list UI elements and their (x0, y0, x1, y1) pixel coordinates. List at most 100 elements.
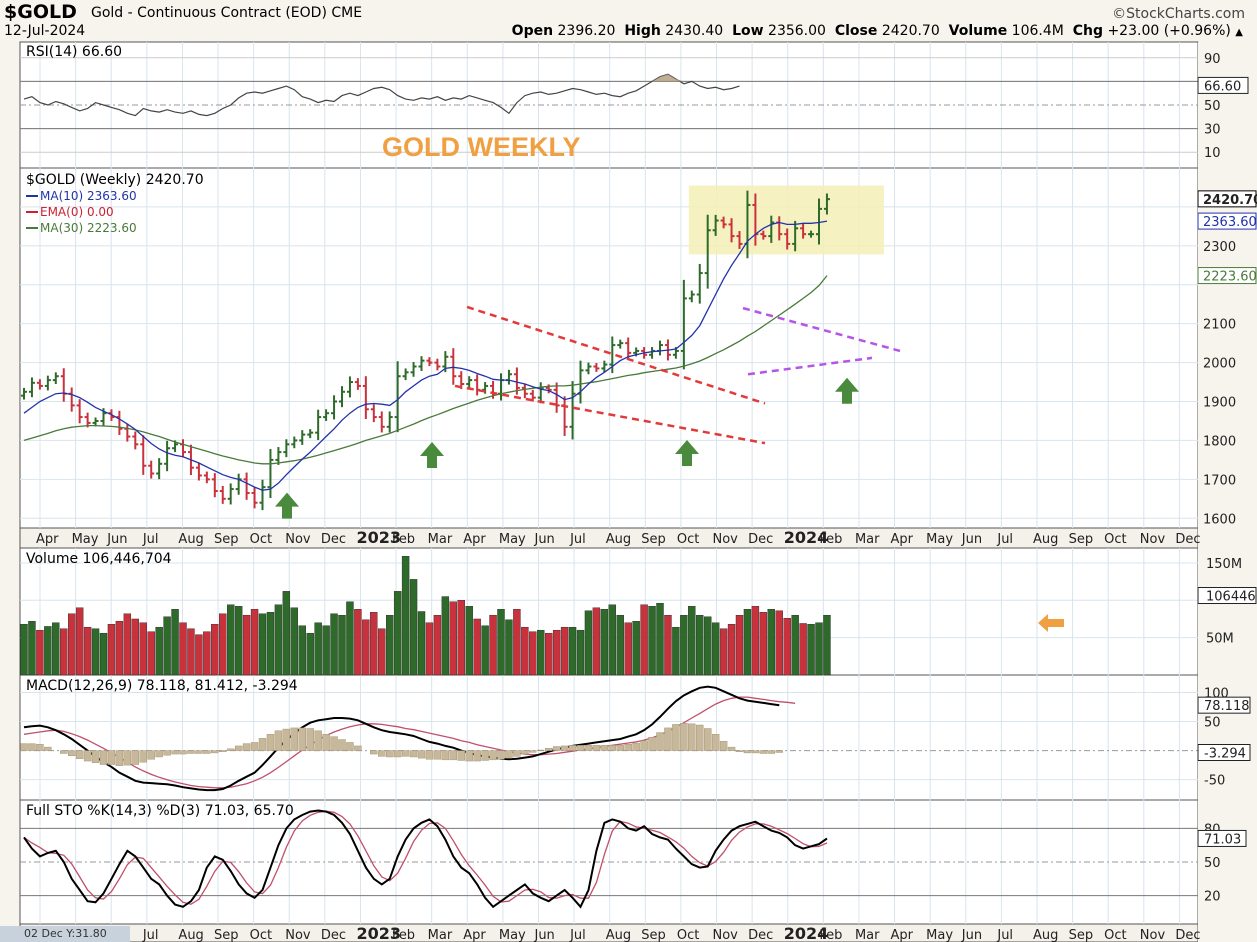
volume-bar (28, 621, 36, 676)
volume-label: Volume (948, 23, 1008, 39)
up-arrow-icon (835, 377, 859, 404)
sto-d-line (23, 810, 828, 905)
macd-histogram-bar (306, 728, 314, 751)
macd-histogram-bar (282, 728, 291, 751)
volume-bar (322, 625, 330, 676)
rsi-line (23, 73, 740, 117)
macd-histogram-bar (393, 750, 402, 758)
volume-bar (521, 626, 529, 676)
macd-histogram-bar (219, 750, 227, 752)
collapse-icon[interactable]: ▲ (1235, 27, 1243, 38)
volume-arrow-icon (1038, 614, 1064, 632)
macd-histogram-bar (203, 750, 211, 754)
ma10-line (23, 220, 828, 491)
channel-lower (454, 384, 766, 445)
volume-bar (67, 613, 76, 676)
macd-histogram-bar (298, 727, 306, 751)
x-tick: May (72, 532, 99, 547)
price-bar (704, 214, 711, 289)
price-bar (720, 216, 727, 229)
x-tick: Sep (214, 928, 239, 942)
channel-upper (466, 305, 766, 405)
rsi-tick: 30 (1204, 123, 1221, 138)
volume-bar (282, 591, 291, 676)
price-bar (52, 372, 59, 384)
price-bar (418, 356, 425, 371)
macd-histogram-bar (139, 750, 147, 763)
ohlc-readout: Open 2396.20 High 2430.40 Low 2356.00 Cl… (512, 23, 1243, 39)
price-bar (728, 218, 735, 243)
price-bar (537, 382, 544, 404)
macd-histogram-bar (409, 750, 418, 758)
ma30-line (23, 275, 828, 465)
macd-line (23, 685, 780, 792)
chg-label: Chg (1072, 23, 1103, 39)
macd-histogram-bar (449, 750, 457, 761)
volume-bar (815, 622, 823, 676)
price-bar (521, 383, 528, 399)
price-bar (800, 223, 807, 239)
macd-tick: -50 (1204, 774, 1225, 789)
macd-histogram-bar (743, 750, 752, 754)
macd-histogram-bar (664, 727, 672, 751)
macd-histogram-bar (386, 750, 394, 758)
price-bar (156, 458, 163, 480)
volume-bar (187, 628, 195, 676)
macd-histogram-bar (735, 750, 744, 752)
volume-bar (99, 632, 108, 676)
symbol-description: Gold - Continuous Contract (EOD) CME (91, 5, 362, 21)
volume-bars (20, 556, 831, 766)
macd-histogram-bar (759, 750, 768, 754)
x-tick: Jul (996, 928, 1013, 942)
volume-bar (274, 604, 283, 676)
macd-histogram-bar (672, 724, 680, 751)
volume-bar (624, 622, 632, 676)
date-label: 12-Jul-2024 (4, 23, 86, 39)
x-tick: Sep (1069, 928, 1094, 942)
x-tick: Jun (106, 532, 127, 547)
price-bar (227, 483, 234, 505)
sto-k-line (23, 809, 828, 909)
x-tick: Feb (392, 928, 415, 942)
volume-bar (529, 631, 537, 676)
x-tick: Jun (533, 928, 554, 942)
open-label: Open (511, 23, 554, 39)
price-bar (625, 337, 632, 359)
x-tick: Sep (641, 532, 666, 547)
macd-histogram-bar (155, 750, 163, 758)
macd-histogram-bar (75, 750, 84, 759)
volume-bar (664, 615, 672, 676)
macd-histogram-bar (704, 728, 712, 751)
brand-label[interactable]: ©StockCharts.com (1112, 6, 1245, 22)
vol-tick: 106446 (1206, 590, 1256, 605)
triangle-upper (742, 306, 901, 353)
triangle-lower (747, 356, 873, 376)
volume-bar (163, 616, 171, 676)
x-tick: Jun (961, 928, 982, 942)
x-tick: Aug (606, 928, 631, 942)
volume-bar (545, 632, 553, 676)
price-bar (569, 381, 576, 440)
macd-histogram-bar (226, 748, 235, 751)
x-tick: May (926, 532, 953, 547)
price-bar (21, 387, 27, 400)
price-bar (410, 362, 417, 377)
volume-bar (91, 628, 100, 676)
volume-bar (680, 615, 688, 676)
x-tick: Apr (36, 532, 59, 547)
volume-bar (632, 621, 640, 676)
macd-histogram-bar (656, 732, 664, 751)
macd-histogram-bar (481, 750, 489, 761)
x-tick: Nov (285, 532, 311, 547)
x-tick: Dec (1175, 928, 1200, 942)
price-bar (44, 375, 51, 391)
price-bar (593, 362, 600, 372)
vol-tick: 150M (1206, 557, 1242, 572)
volume-bar (727, 624, 736, 676)
volume-bar (298, 625, 306, 676)
macd-histogram-bar (568, 745, 577, 751)
volume-bar (36, 629, 44, 676)
macd-histogram-bar (258, 738, 267, 751)
x-tick: Jul (142, 928, 159, 942)
price-tick: 2000 (1203, 357, 1236, 372)
